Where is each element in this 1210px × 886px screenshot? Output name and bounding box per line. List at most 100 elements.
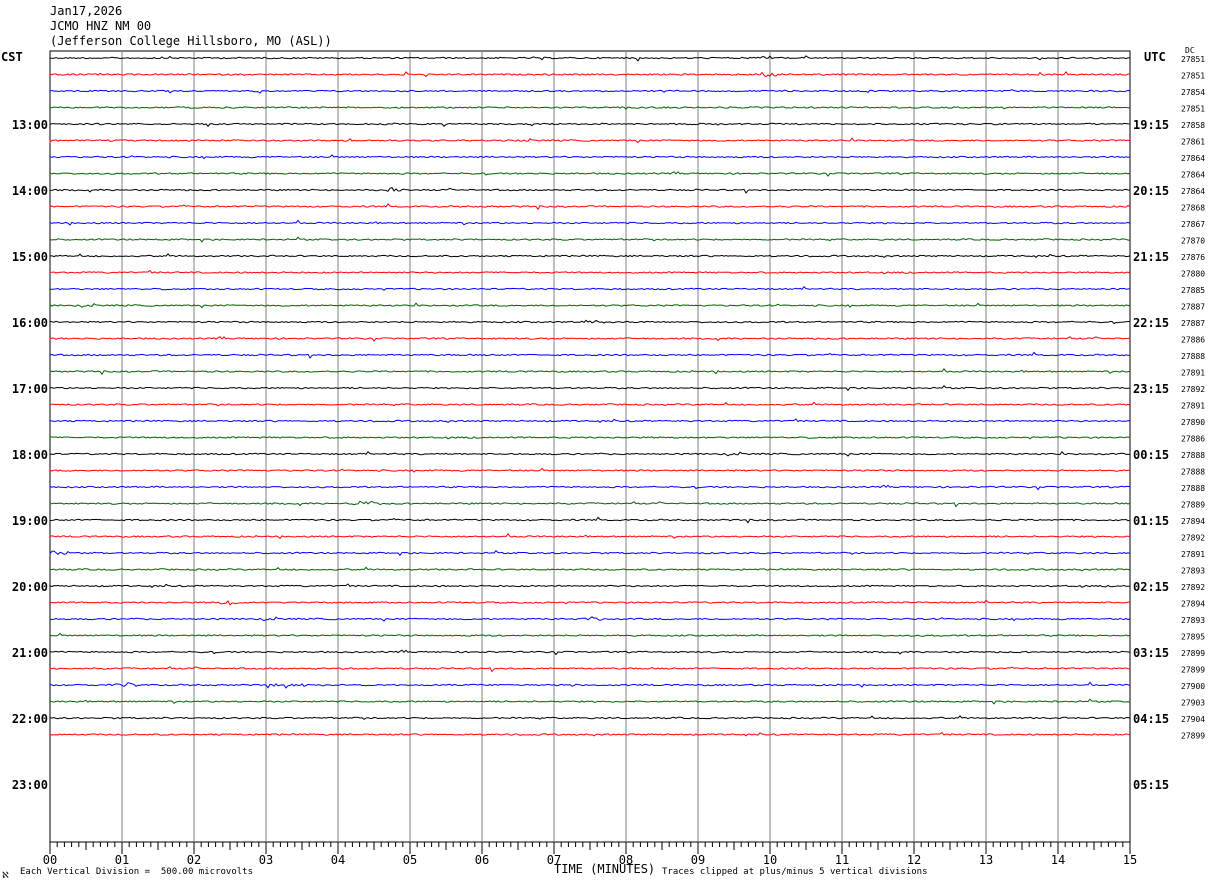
- seismic-trace-green: [49, 171, 1131, 177]
- seismic-trace-red: [49, 336, 1131, 342]
- cst-hour-label: 19:00: [12, 514, 48, 528]
- seismic-trace-black: [49, 715, 1131, 720]
- utc-axis-label: UTC: [1144, 50, 1166, 64]
- cst-hour-label: 13:00: [12, 118, 48, 132]
- utc-hour-label: 05:15: [1133, 778, 1169, 792]
- seismic-trace-red: [49, 731, 1131, 737]
- dc-offset-label: 27858: [1181, 121, 1205, 130]
- seismic-trace-black: [49, 319, 1130, 325]
- dc-offset-label: 27888: [1181, 352, 1205, 361]
- seismic-trace-red: [49, 532, 1131, 540]
- seismic-trace-blue: [49, 285, 1131, 291]
- seismic-trace-blue: [49, 616, 1131, 622]
- seismic-trace-blue: [49, 89, 1131, 94]
- utc-hour-label: 04:15: [1133, 712, 1169, 726]
- cst-hour-label: 22:00: [12, 712, 48, 726]
- utc-hour-label: 19:15: [1133, 118, 1169, 132]
- dc-offset-label: 27903: [1181, 699, 1205, 708]
- dc-offset-label: 27891: [1181, 402, 1205, 411]
- seismic-trace-black: [49, 186, 1131, 194]
- x-tick-label: 12: [907, 853, 921, 867]
- seismic-trace-blue: [49, 351, 1131, 359]
- plot-frame: [49, 50, 1131, 843]
- dc-offset-label: 27888: [1181, 484, 1205, 493]
- x-tick-label: 01: [115, 853, 129, 867]
- dc-offset-label: 27891: [1181, 369, 1205, 378]
- dc-label: DC: [1185, 46, 1195, 55]
- x-tick-label: 11: [835, 853, 849, 867]
- cst-hour-label: 17:00: [12, 382, 48, 396]
- seismic-trace-green: [49, 302, 1131, 309]
- utc-hour-label: 20:15: [1133, 184, 1169, 198]
- x-tick-label: 04: [331, 853, 345, 867]
- dc-offset-label: 27851: [1181, 55, 1205, 64]
- dc-offset-label: 27900: [1181, 682, 1205, 691]
- x-tick-label: 00: [43, 853, 57, 867]
- seismic-trace-blue: [49, 418, 1131, 423]
- x-axis-title: TIME (MINUTES): [554, 862, 656, 876]
- x-tick-label: 10: [763, 853, 777, 867]
- seismic-trace-black: [49, 122, 1131, 128]
- dc-offset-label: 27887: [1181, 303, 1205, 312]
- utc-hour-label: 02:15: [1133, 580, 1169, 594]
- seismic-trace-green: [49, 436, 1131, 440]
- dc-offset-label: 27864: [1181, 187, 1205, 196]
- utc-hour-label: 23:15: [1133, 382, 1169, 396]
- cst-hour-label: 18:00: [12, 448, 48, 462]
- dc-offset-label: 27880: [1181, 270, 1205, 279]
- dc-offset-label: 27894: [1181, 600, 1205, 609]
- utc-hour-label: 00:15: [1133, 448, 1169, 462]
- seismic-trace-black: [49, 516, 1131, 524]
- dc-offset-label: 27867: [1181, 220, 1205, 229]
- seismic-trace-blue: [49, 484, 1131, 491]
- corner-mark: ℵ: [2, 871, 9, 881]
- x-tick-label: 09: [691, 853, 705, 867]
- seismic-trace-blue: [49, 681, 1131, 689]
- dc-offset-label: 27851: [1181, 72, 1205, 81]
- dc-offset-label: 27890: [1181, 418, 1205, 427]
- dc-offset-label: 27886: [1181, 336, 1205, 345]
- seismic-trace-red: [49, 137, 1131, 144]
- location-label: (Jefferson College Hillsboro, MO (ASL)): [50, 34, 332, 48]
- dc-offset-label: 27864: [1181, 154, 1205, 163]
- seismic-trace-green: [49, 566, 1131, 572]
- dc-offset-label: 27889: [1181, 501, 1205, 510]
- dc-offset-label: 27899: [1181, 666, 1205, 675]
- x-tick-label: 07: [547, 853, 561, 867]
- seismic-trace-red: [49, 203, 1131, 211]
- utc-hour-label: 21:15: [1133, 250, 1169, 264]
- seismic-trace-green: [49, 500, 1131, 508]
- dc-offset-label: 27864: [1181, 171, 1205, 180]
- dc-offset-label: 27899: [1181, 649, 1205, 658]
- clip-note: Traces clipped at plus/minus 5 vertical …: [662, 867, 928, 877]
- seismic-trace-red: [49, 71, 1131, 78]
- x-tick-label: 08: [619, 853, 633, 867]
- dc-offset-label: 27888: [1181, 451, 1205, 460]
- utc-hour-label: 01:15: [1133, 514, 1169, 528]
- dc-offset-label: 27904: [1181, 715, 1205, 724]
- dc-offset-label: 27851: [1181, 105, 1205, 114]
- x-tick-label: 14: [1051, 853, 1065, 867]
- cst-hour-label: 23:00: [12, 778, 48, 792]
- seismic-trace-black: [49, 649, 1131, 656]
- dc-offset-label: 27895: [1181, 633, 1205, 642]
- dc-offset-label: 27894: [1181, 517, 1205, 526]
- x-tick-label: 13: [979, 853, 993, 867]
- dc-offset-label: 27891: [1181, 550, 1205, 559]
- cst-hour-label: 15:00: [12, 250, 48, 264]
- seismic-trace-green: [49, 367, 1131, 376]
- dc-offset-label: 27885: [1181, 286, 1205, 295]
- x-tick-label: 06: [475, 853, 489, 867]
- dc-offset-label: 27861: [1181, 138, 1205, 147]
- dc-offset-label: 27893: [1181, 567, 1205, 576]
- seismic-trace-black: [49, 384, 1131, 392]
- dc-offset-label: 27868: [1181, 204, 1205, 213]
- dc-offset-label: 27876: [1181, 253, 1205, 262]
- dc-offset-label: 27886: [1181, 435, 1205, 444]
- dc-offset-label: 27854: [1181, 88, 1205, 97]
- x-tick-label: 03: [259, 853, 273, 867]
- seismic-trace-red: [49, 401, 1131, 407]
- x-tick-label: 15: [1123, 853, 1137, 867]
- seismic-trace-green: [49, 236, 1130, 243]
- seismic-trace-green: [49, 698, 1131, 705]
